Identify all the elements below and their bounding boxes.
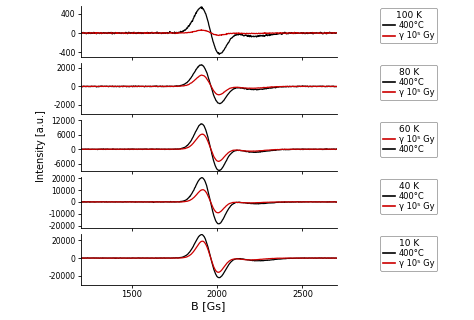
Legend: 400°C, γ 10⁵ Gy: 400°C, γ 10⁵ Gy — [380, 8, 438, 43]
Y-axis label: Intensity [a.u.]: Intensity [a.u.] — [36, 110, 46, 181]
Legend: 400°C, γ 10⁵ Gy: 400°C, γ 10⁵ Gy — [380, 65, 438, 100]
Legend: γ 10⁵ Gy, 400°C: γ 10⁵ Gy, 400°C — [380, 122, 438, 157]
Legend: 400°C, γ 10⁵ Gy: 400°C, γ 10⁵ Gy — [380, 179, 438, 214]
Legend: 400°C, γ 10⁵ Gy: 400°C, γ 10⁵ Gy — [380, 236, 438, 271]
X-axis label: B [Gs]: B [Gs] — [191, 301, 226, 311]
